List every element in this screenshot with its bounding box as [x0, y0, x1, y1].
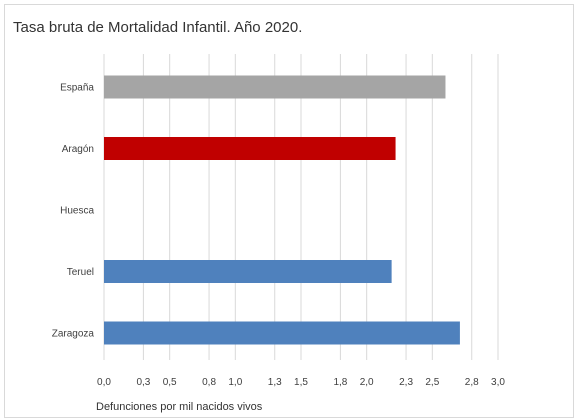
category-labels: España Aragón Huesca Teruel Zaragoza	[52, 83, 95, 340]
category-label: Teruel	[67, 267, 94, 278]
category-label: España	[60, 83, 94, 94]
chart-frame	[4, 4, 574, 418]
x-tick-label: 0,8	[202, 377, 216, 388]
x-tick-label: 0,3	[136, 377, 150, 388]
x-tick-label: 1,5	[294, 377, 308, 388]
bar	[104, 260, 392, 283]
x-tick-label: 2,0	[360, 377, 374, 388]
x-tick-label: 2,5	[425, 377, 439, 388]
bar	[104, 75, 446, 99]
bar	[104, 321, 460, 345]
x-axis-label: Defunciones por mil nacidos vivos	[96, 401, 263, 413]
chart-title: Tasa bruta de Mortalidad Infantil. Año 2…	[13, 19, 303, 36]
bar	[104, 137, 396, 160]
x-tick-label: 2,3	[399, 377, 413, 388]
x-tick-label: 0,5	[163, 377, 177, 388]
x-tick-label: 1,8	[333, 377, 347, 388]
x-tick-label: 3,0	[491, 377, 505, 388]
bars	[104, 75, 460, 345]
gridlines	[103, 54, 499, 360]
category-label: Huesca	[60, 206, 94, 217]
x-tick-label: 2,8	[465, 377, 479, 388]
x-tick-labels: 0,0 0,3 0,5 0,8 1,0 1,3 1,5 1,8 2,0 2,3 2,5 2,8 3,0	[97, 377, 505, 388]
category-label: Aragón	[62, 144, 94, 155]
x-tick-label: 0,0	[97, 377, 111, 388]
x-tick-label: 1,3	[268, 377, 282, 388]
x-tick-label: 1,0	[228, 377, 242, 388]
category-label: Zaragoza	[52, 329, 95, 340]
